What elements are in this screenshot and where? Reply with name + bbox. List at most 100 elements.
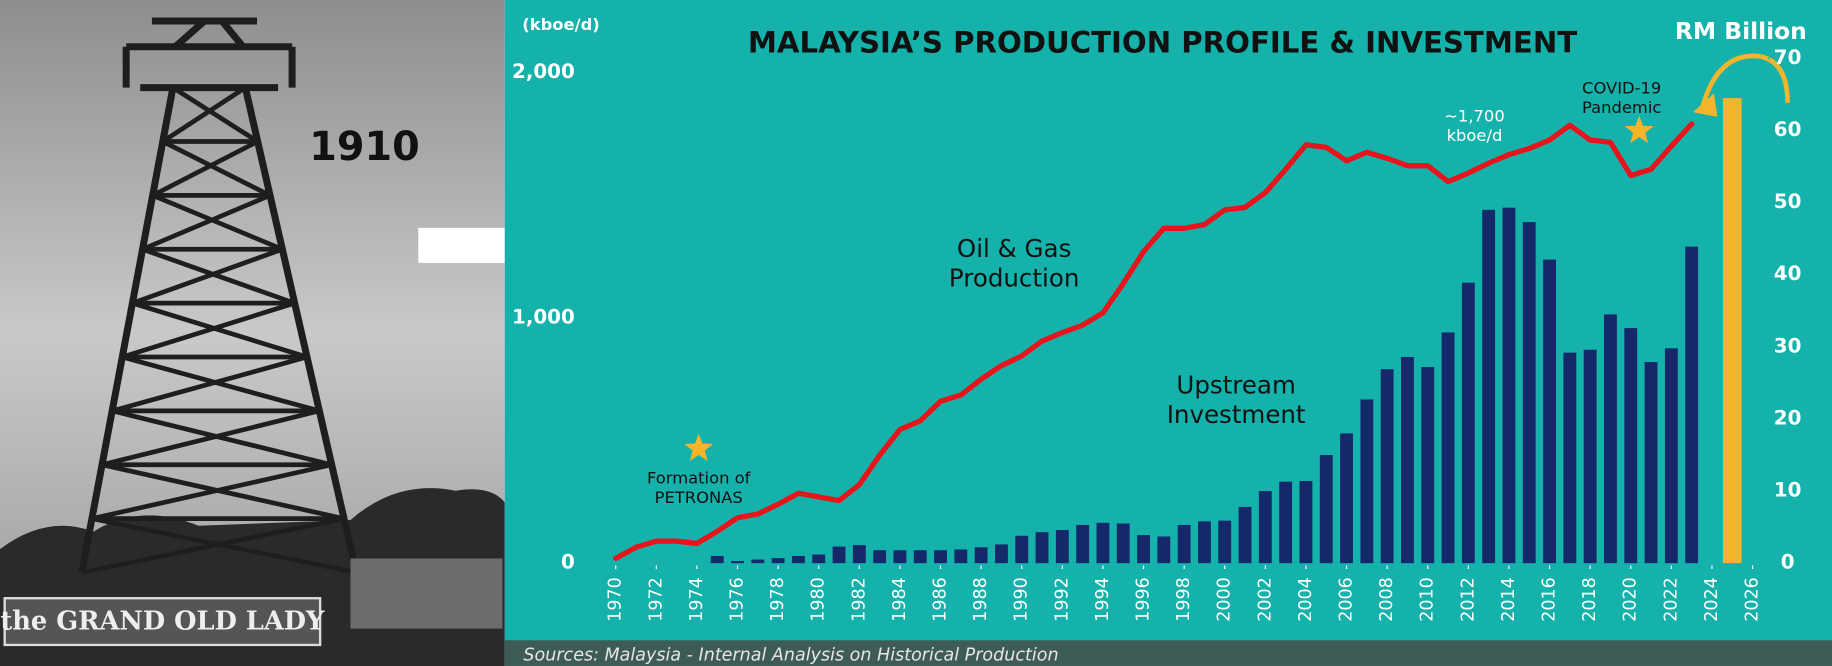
bar [751,560,764,564]
bar [853,545,866,563]
annotation: Pandemic [1582,98,1661,117]
bar [954,549,967,563]
y2-tick-label: 70 [1774,46,1802,69]
x-tick-label: 2018 [1580,577,1600,622]
annotation: Oil & Gas [957,234,1071,263]
y2-tick-label: 0 [1781,551,1795,574]
bar [1097,523,1110,563]
x-tick-label: 1998 [1174,577,1194,622]
bar [1259,491,1272,563]
bar [975,547,988,563]
x-tick-label: 1986 [931,577,951,622]
x-tick-label: 2026 [1743,577,1763,622]
bar [1279,482,1292,563]
y2-tick-label: 40 [1774,262,1802,285]
bar [934,550,947,563]
page: the GRAND OLD LADY 1910 Sources: Malaysi… [0,0,1832,666]
bar [1015,536,1028,563]
bar [1523,222,1536,563]
x-tick-label: 2002 [1255,577,1275,622]
annotation: kboe/d [1447,126,1503,145]
y2-tick-label: 30 [1774,334,1802,357]
source: Sources: Malaysia - Internal Analysis on… [523,645,1058,665]
bar [1056,530,1069,563]
x-tick-label: 1990 [1012,577,1032,622]
y-tick-label: 1,000 [512,305,575,328]
x-tick-label: 1980 [809,577,829,622]
bar [1157,536,1170,563]
y2-axis-label: RM Billion [1675,17,1807,45]
x-tick-label: 1972 [646,577,666,622]
bar [1563,353,1576,564]
bar [1503,208,1516,563]
x-tick-label: 1974 [687,577,707,622]
bar [731,561,744,563]
y2-tick-label: 50 [1774,190,1802,213]
bar [995,544,1008,563]
x-tick-label: 2000 [1215,577,1235,622]
bar [1462,283,1475,563]
x-tick-label: 2006 [1337,577,1357,622]
bar [1645,362,1658,563]
bar [1442,332,1455,563]
y-axis-label: (kboe/d) [522,15,600,34]
bar [894,550,907,563]
annotation: ~1,700 [1444,106,1504,125]
bar [1360,399,1373,563]
x-tick-label: 1988 [971,577,991,622]
bar [1117,524,1130,564]
x-tick-label: 1982 [849,577,869,622]
annotation: Investment [1167,400,1306,429]
bar [772,558,785,563]
bar [1320,455,1333,563]
bar [1198,521,1211,563]
x-tick-label: 1992 [1052,577,1072,622]
bar [873,550,886,563]
bar [1482,210,1495,563]
bar [1239,507,1252,563]
annotation: COVID-19 [1582,78,1661,97]
x-tick-label: 2024 [1702,577,1722,622]
photo: the GRAND OLD LADY 1910 [0,0,587,666]
y2-tick-label: 10 [1774,479,1802,502]
x-tick-label: 2022 [1661,577,1681,622]
x-tick-label: 1970 [606,577,626,622]
x-tick-label: 2012 [1458,577,1478,622]
wall [351,558,503,628]
bar [1381,369,1394,563]
annotation: PETRONAS [655,488,743,507]
x-tick-label: 2020 [1621,577,1641,622]
bar [1584,350,1597,563]
x-tick-label: 2010 [1418,577,1438,622]
x-tick-label: 1984 [890,577,910,622]
y2-tick-label: 20 [1774,406,1802,429]
bar [1340,433,1353,563]
bar [1543,260,1556,564]
bar [1036,532,1049,563]
bar [914,550,927,563]
x-tick-label: 1994 [1093,577,1113,622]
bar [1218,521,1231,564]
bar [833,547,846,564]
x-tick-label: 2014 [1499,577,1519,622]
bar [1300,481,1313,563]
bar [812,555,825,564]
bar [711,556,724,563]
bar [1401,357,1414,563]
y-tick-label: 0 [561,551,575,574]
x-tick-label: 2016 [1540,577,1560,622]
annotation: Upstream [1176,371,1295,400]
sign-text: the GRAND OLD LADY [0,607,325,637]
bar [1604,314,1617,563]
chart-title: MALAYSIA’S PRODUCTION PROFILE & INVESTME… [748,25,1577,59]
bar [1178,525,1191,563]
y-tick-label: 2,000 [512,60,575,83]
year-label: 1910 [309,124,420,170]
bar [1137,535,1150,563]
x-tick-label: 1976 [728,577,748,622]
bar [1421,367,1434,563]
x-tick-label: 1978 [768,577,788,622]
x-tick-label: 2008 [1377,577,1397,622]
y2-tick-label: 60 [1774,118,1802,141]
x-tick-label: 1996 [1134,577,1154,622]
